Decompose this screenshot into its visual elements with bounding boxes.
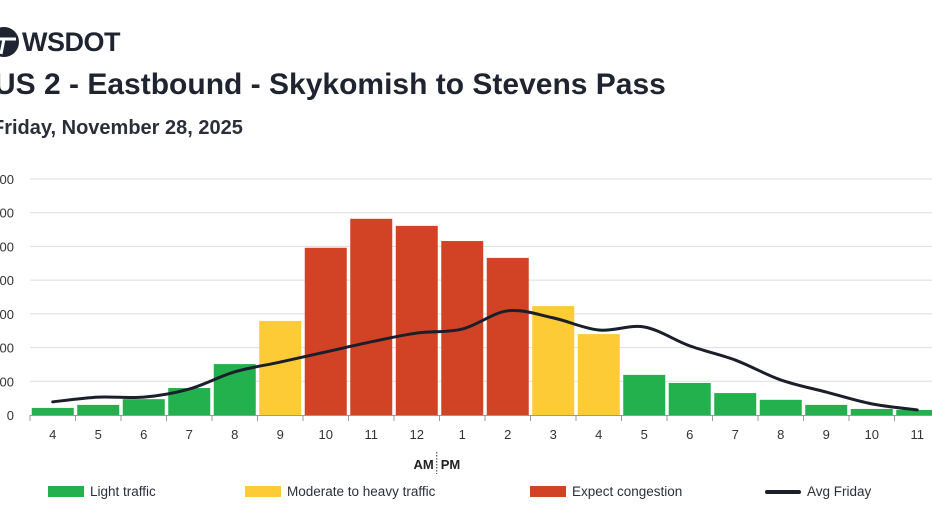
bar-light: [759, 399, 802, 415]
bar-moderate: [577, 334, 620, 415]
legend-item-light: Light traffic: [48, 484, 156, 499]
x-tick-label: 2: [504, 427, 511, 442]
legend-item-avg: Avg Friday: [765, 484, 871, 499]
bar-congestion: [486, 257, 529, 415]
bar-light: [77, 404, 120, 415]
bar-light: [896, 409, 932, 415]
bar-light: [122, 399, 165, 415]
bar-moderate: [259, 320, 302, 415]
legend-swatch-congestion: [530, 486, 566, 497]
y-tick-label: 00: [0, 307, 14, 322]
legend-swatch-light: [48, 486, 84, 497]
wsdot-logo: WSDOT: [0, 26, 121, 58]
bar-light: [668, 382, 711, 415]
legend-label: Expect congestion: [572, 484, 683, 499]
bar-congestion: [304, 247, 347, 415]
x-tick-label: 4: [595, 427, 602, 442]
legend-label: Moderate to heavy traffic: [287, 484, 436, 499]
page-title: US 2 - Eastbound - Skykomish to Stevens …: [0, 68, 666, 101]
bar-moderate: [532, 306, 575, 415]
y-tick-label: 00: [0, 206, 14, 221]
x-tick-label: 6: [140, 427, 147, 442]
x-tick-label: 10: [319, 427, 333, 442]
bar-congestion: [350, 218, 393, 415]
y-tick-label: 00: [0, 374, 14, 389]
bar-light: [805, 404, 848, 415]
legend-label: Light traffic: [90, 484, 156, 499]
x-tick-label: 11: [911, 427, 925, 442]
x-tick-label: 1: [459, 427, 466, 442]
wsdot-logo-icon: [0, 27, 19, 57]
x-tick-label: 6: [686, 427, 693, 442]
legend-item-congestion: Expect congestion: [530, 484, 682, 499]
x-tick-label: 7: [732, 427, 739, 442]
x-tick-label: 12: [410, 427, 424, 442]
x-tick-label: 8: [231, 427, 238, 442]
legend-swatch-moderate: [245, 486, 281, 497]
logo-text: WSDOT: [22, 26, 121, 57]
x-tick-label: 10: [865, 427, 879, 442]
page-subtitle: Friday, November 28, 2025: [0, 117, 243, 139]
am-label: AM: [414, 457, 434, 472]
x-tick-label: 7: [186, 427, 193, 442]
legend-swatch-avg-line: [765, 489, 801, 494]
avg-friday-line: [51, 308, 919, 412]
y-tick-label: 00: [0, 341, 14, 356]
y-tick-label: 00: [0, 172, 14, 187]
legend: Light traffic Moderate to heavy traffic …: [0, 484, 932, 504]
x-tick-label: 9: [823, 427, 830, 442]
bar-light: [714, 393, 757, 415]
x-tick-label: 4: [49, 427, 56, 442]
x-tick-label: 3: [550, 427, 557, 442]
y-tick-label: 00: [0, 239, 14, 254]
x-tick-label: 5: [641, 427, 648, 442]
legend-item-moderate: Moderate to heavy traffic: [245, 484, 435, 499]
x-tick-label: 8: [777, 427, 784, 442]
legend-label: Avg Friday: [807, 484, 872, 499]
bar-congestion: [395, 225, 438, 415]
y-tick-label: 0: [7, 408, 14, 423]
x-tick-label: 11: [365, 427, 379, 442]
bar-light: [31, 407, 74, 415]
bar-light: [623, 374, 666, 415]
x-tick-label: 5: [95, 427, 102, 442]
pm-label: PM: [441, 457, 461, 472]
y-tick-label: 00: [0, 273, 14, 288]
x-tick-label: 9: [277, 427, 284, 442]
bar-light: [850, 408, 893, 415]
